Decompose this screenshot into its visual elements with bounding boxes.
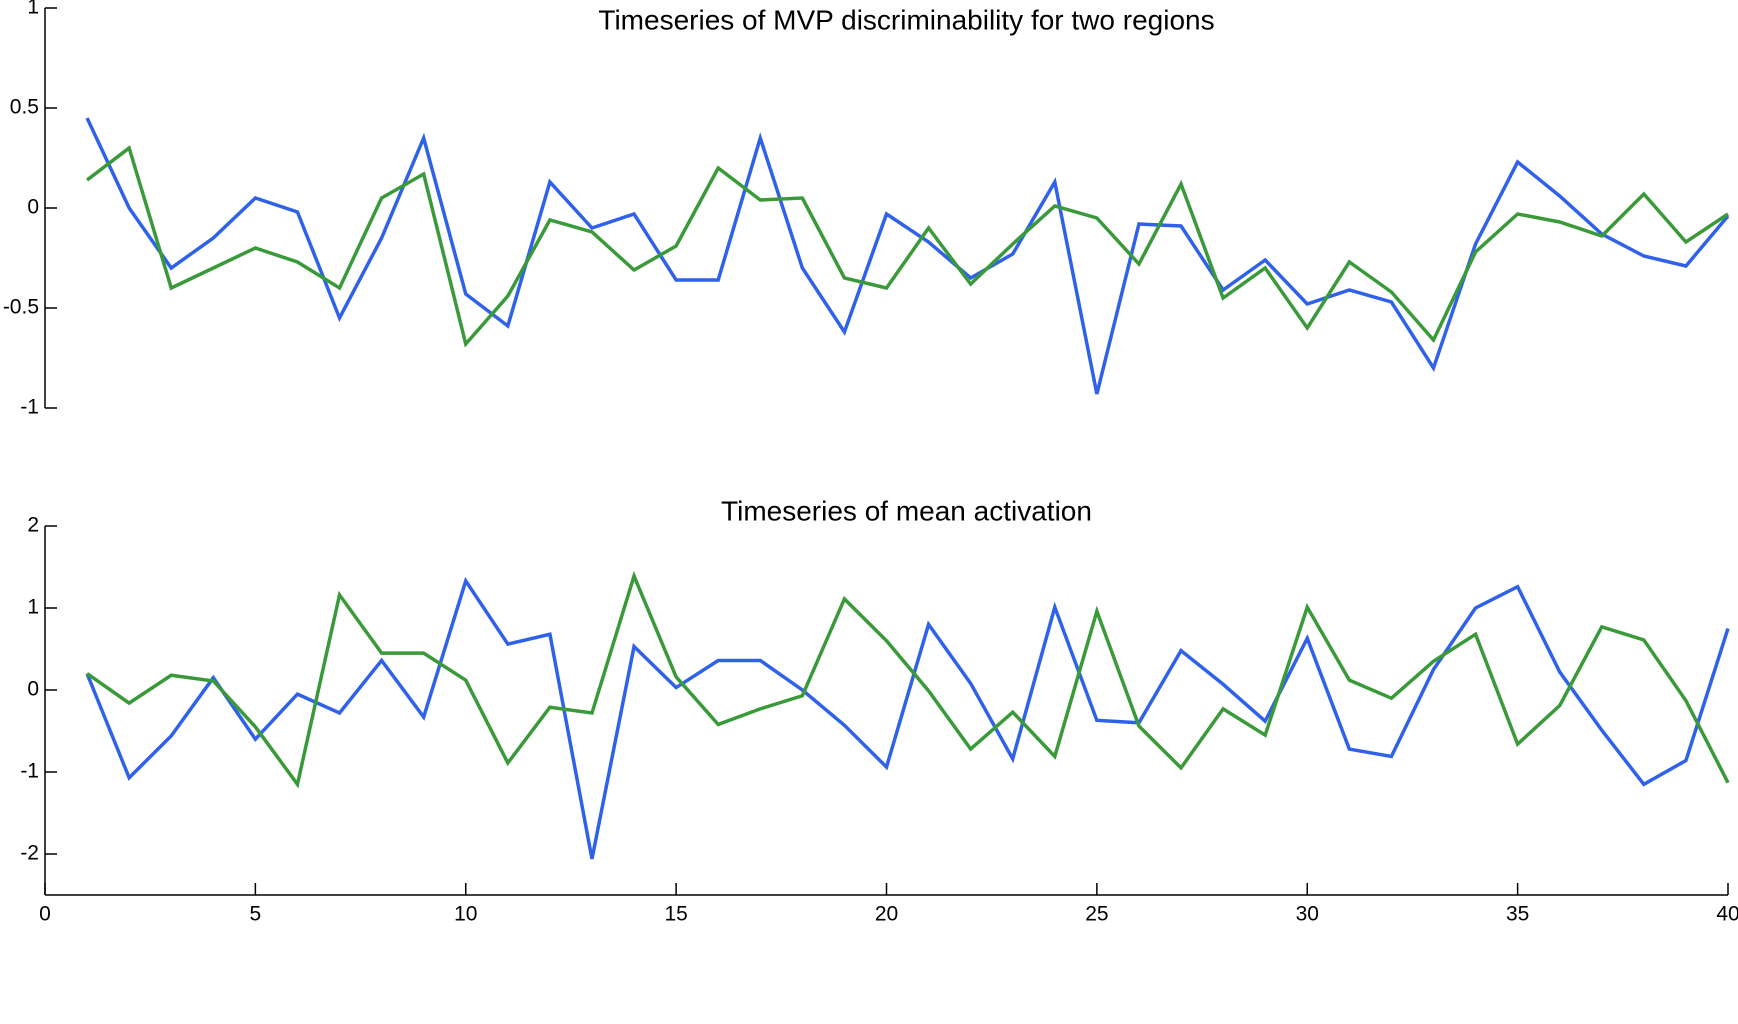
y-tick-label: 0 — [27, 678, 39, 701]
y-tick-label: -1 — [20, 396, 39, 419]
x-tick-label: 20 — [875, 903, 898, 926]
y-tick-label: 2 — [27, 514, 39, 537]
chart-title: Timeseries of mean activation — [721, 495, 1092, 526]
series-line — [86, 145, 1729, 348]
series-line — [86, 570, 1730, 789]
y-tick-label: -2 — [20, 842, 39, 865]
y-tick-label: -0.5 — [3, 296, 39, 319]
y-tick-label: 1 — [27, 0, 39, 19]
y-tick-label: 0 — [27, 196, 39, 219]
x-tick-label: 25 — [1085, 903, 1108, 926]
x-tick-label: 10 — [454, 903, 477, 926]
x-tick-label: 40 — [1716, 903, 1738, 926]
chart-title: Timeseries of MVP discriminability for t… — [598, 4, 1214, 35]
y-tick-label: 1 — [27, 596, 39, 619]
y-tick-label: 0.5 — [10, 96, 39, 119]
x-tick-label: 0 — [39, 903, 51, 926]
y-tick-label: -1 — [20, 760, 39, 783]
series-line — [85, 576, 1730, 860]
x-tick-label: 30 — [1296, 903, 1319, 926]
x-tick-label: 5 — [250, 903, 262, 926]
x-tick-label: 15 — [664, 903, 687, 926]
series-line — [85, 117, 1730, 395]
x-tick-label: 35 — [1506, 903, 1529, 926]
